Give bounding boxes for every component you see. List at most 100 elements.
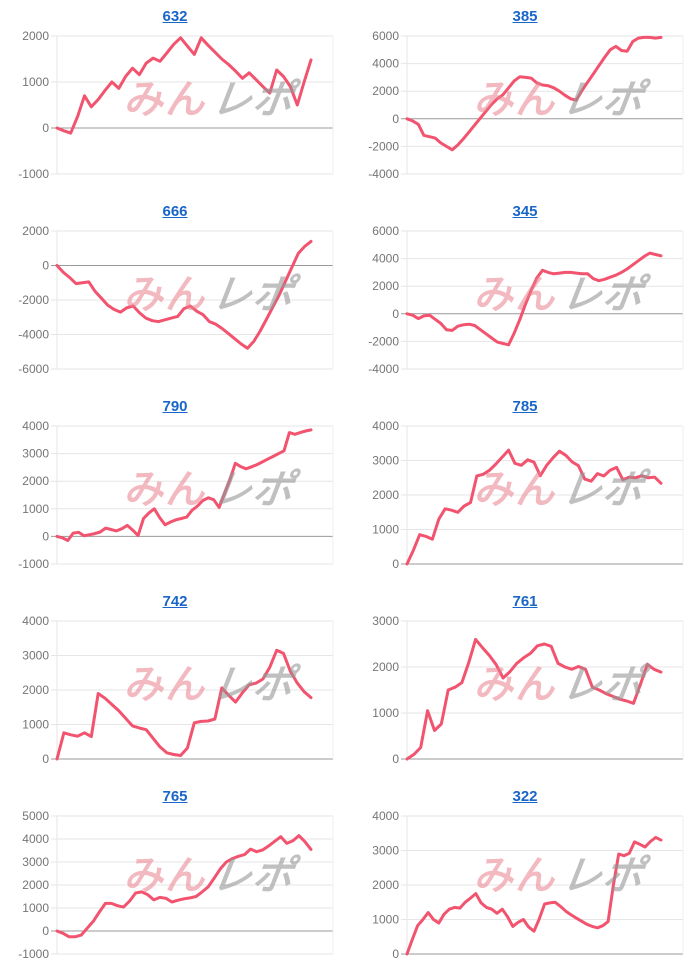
y-axis-label: 2000 — [22, 29, 49, 43]
y-axis-label: 1000 — [22, 901, 49, 915]
y-axis-label: 2000 — [22, 474, 49, 488]
chart-cell: 666 2000 0 -2000 -4000 -6000 みんレポ — [0, 195, 350, 390]
y-axis-label: 0 — [42, 529, 49, 543]
chart-plot-area: 6000 4000 2000 0 -2000 -4000 みんレポ — [350, 28, 700, 188]
y-axis-label: 4000 — [372, 809, 399, 823]
series-line — [405, 251, 663, 347]
y-axis-label: -2000 — [18, 293, 49, 307]
y-axis-label: 2000 — [372, 660, 399, 674]
series-line — [405, 35, 663, 152]
chart-title-link[interactable]: 385 — [512, 8, 538, 25]
y-axis-label: 2000 — [372, 84, 399, 98]
series-line — [55, 648, 313, 761]
y-axis-label: 2000 — [22, 878, 49, 892]
y-axis-label: 6000 — [372, 224, 399, 238]
chart-title-row: 785 — [350, 390, 700, 418]
chart-title-link[interactable]: 761 — [512, 593, 538, 610]
y-axis-label: 4000 — [372, 419, 399, 433]
y-axis-label: 0 — [392, 112, 399, 126]
y-axis-label: 3000 — [372, 454, 399, 468]
y-axis-label: 2000 — [372, 878, 399, 892]
line-chart-svg: 6000 4000 2000 0 -2000 -4000 — [368, 29, 684, 181]
y-axis-label: 1000 — [22, 502, 49, 516]
y-axis-label: -2000 — [368, 139, 399, 153]
y-axis-label: 1000 — [22, 718, 49, 732]
chart-title-row: 632 — [0, 0, 350, 28]
y-axis-label: 4000 — [22, 614, 49, 628]
y-axis-label: 0 — [42, 259, 49, 273]
chart-cell: 765 5000 4000 3000 2000 1000 0 -1000 みんレポ — [0, 780, 350, 958]
chart-plot-area: 4000 3000 2000 1000 0 みんレポ — [350, 808, 700, 958]
y-axis-label: 0 — [392, 307, 399, 321]
chart-title-link[interactable]: 322 — [512, 788, 538, 805]
chart-title-row: 322 — [350, 780, 700, 808]
chart-plot-area: 4000 3000 2000 1000 0 みんレポ — [0, 613, 350, 773]
chart-title-link[interactable]: 785 — [512, 398, 538, 415]
chart-title-row: 742 — [0, 585, 350, 613]
line-chart-svg: 2000 1000 0 -1000 — [18, 29, 334, 181]
chart-cell: 632 2000 1000 0 -1000 みんレポ — [0, 0, 350, 195]
y-axis-label: -4000 — [18, 328, 49, 342]
y-axis-label: -4000 — [368, 167, 399, 181]
chart-cell: 385 6000 4000 2000 0 -2000 -4000 みんレポ — [350, 0, 700, 195]
line-chart-svg: 2000 0 -2000 -4000 -6000 — [18, 224, 334, 376]
chart-plot-area: 2000 1000 0 -1000 みんレポ — [0, 28, 350, 188]
y-axis-label: 6000 — [372, 29, 399, 43]
chart-title-row: 666 — [0, 195, 350, 223]
chart-title-row: 765 — [0, 780, 350, 808]
y-axis-label: -4000 — [368, 362, 399, 376]
chart-title-row: 345 — [350, 195, 700, 223]
y-axis-label: 2000 — [372, 279, 399, 293]
series-line — [405, 835, 663, 956]
chart-plot-area: 5000 4000 3000 2000 1000 0 -1000 みんレポ — [0, 808, 350, 958]
chart-title-link[interactable]: 765 — [162, 788, 188, 805]
line-chart-svg: 3000 2000 1000 0 — [372, 614, 684, 766]
chart-cell: 345 6000 4000 2000 0 -2000 -4000 みんレポ — [350, 195, 700, 390]
y-axis-label: 3000 — [22, 447, 49, 461]
chart-cell: 322 4000 3000 2000 1000 0 みんレポ — [350, 780, 700, 958]
line-chart-svg: 4000 3000 2000 1000 0 — [372, 419, 684, 571]
y-axis-label: 1000 — [372, 913, 399, 927]
chart-title-link[interactable]: 790 — [162, 398, 188, 415]
series-line — [55, 36, 313, 135]
y-axis-label: 0 — [392, 752, 399, 766]
y-axis-label: -1000 — [18, 167, 49, 181]
chart-cell: 785 4000 3000 2000 1000 0 みんレポ — [350, 390, 700, 585]
y-axis-label: 0 — [392, 557, 399, 571]
y-axis-label: 1000 — [22, 75, 49, 89]
chart-cell: 790 4000 3000 2000 1000 0 -1000 みんレポ — [0, 390, 350, 585]
y-axis-label: 3000 — [22, 855, 49, 869]
series-line — [55, 428, 313, 542]
y-axis-label: 0 — [392, 947, 399, 958]
chart-cell: 761 3000 2000 1000 0 みんレポ — [350, 585, 700, 780]
y-axis-label: -1000 — [18, 947, 49, 958]
chart-plot-area: 6000 4000 2000 0 -2000 -4000 みんレポ — [350, 223, 700, 383]
y-axis-label: 1000 — [372, 706, 399, 720]
y-axis-label: 0 — [42, 924, 49, 938]
series-line — [405, 448, 663, 566]
line-chart-svg: 4000 3000 2000 1000 0 — [22, 614, 334, 766]
y-axis-label: 2000 — [372, 488, 399, 502]
line-chart-svg: 5000 4000 3000 2000 1000 0 -1000 — [18, 809, 334, 958]
chart-title-link[interactable]: 632 — [162, 8, 188, 25]
y-axis-label: 4000 — [372, 57, 399, 71]
y-axis-label: 1000 — [372, 523, 399, 537]
line-chart-svg: 4000 3000 2000 1000 0 -1000 — [18, 419, 334, 571]
chart-title-link[interactable]: 666 — [162, 203, 188, 220]
chart-cell: 742 4000 3000 2000 1000 0 みんレポ — [0, 585, 350, 780]
y-axis-label: 3000 — [22, 649, 49, 663]
series-line — [405, 637, 663, 761]
chart-plot-area: 4000 3000 2000 1000 0 -1000 みんレポ — [0, 418, 350, 578]
chart-title-row: 385 — [350, 0, 700, 28]
chart-title-row: 761 — [350, 585, 700, 613]
chart-title-link[interactable]: 345 — [512, 203, 538, 220]
y-axis-label: 3000 — [372, 844, 399, 858]
chart-title-link[interactable]: 742 — [162, 593, 188, 610]
y-axis-label: -1000 — [18, 557, 49, 571]
y-axis-label: 5000 — [22, 809, 49, 823]
chart-plot-area: 4000 3000 2000 1000 0 みんレポ — [350, 418, 700, 578]
y-axis-label: 4000 — [22, 419, 49, 433]
series-line — [55, 834, 313, 939]
y-axis-label: 3000 — [372, 614, 399, 628]
